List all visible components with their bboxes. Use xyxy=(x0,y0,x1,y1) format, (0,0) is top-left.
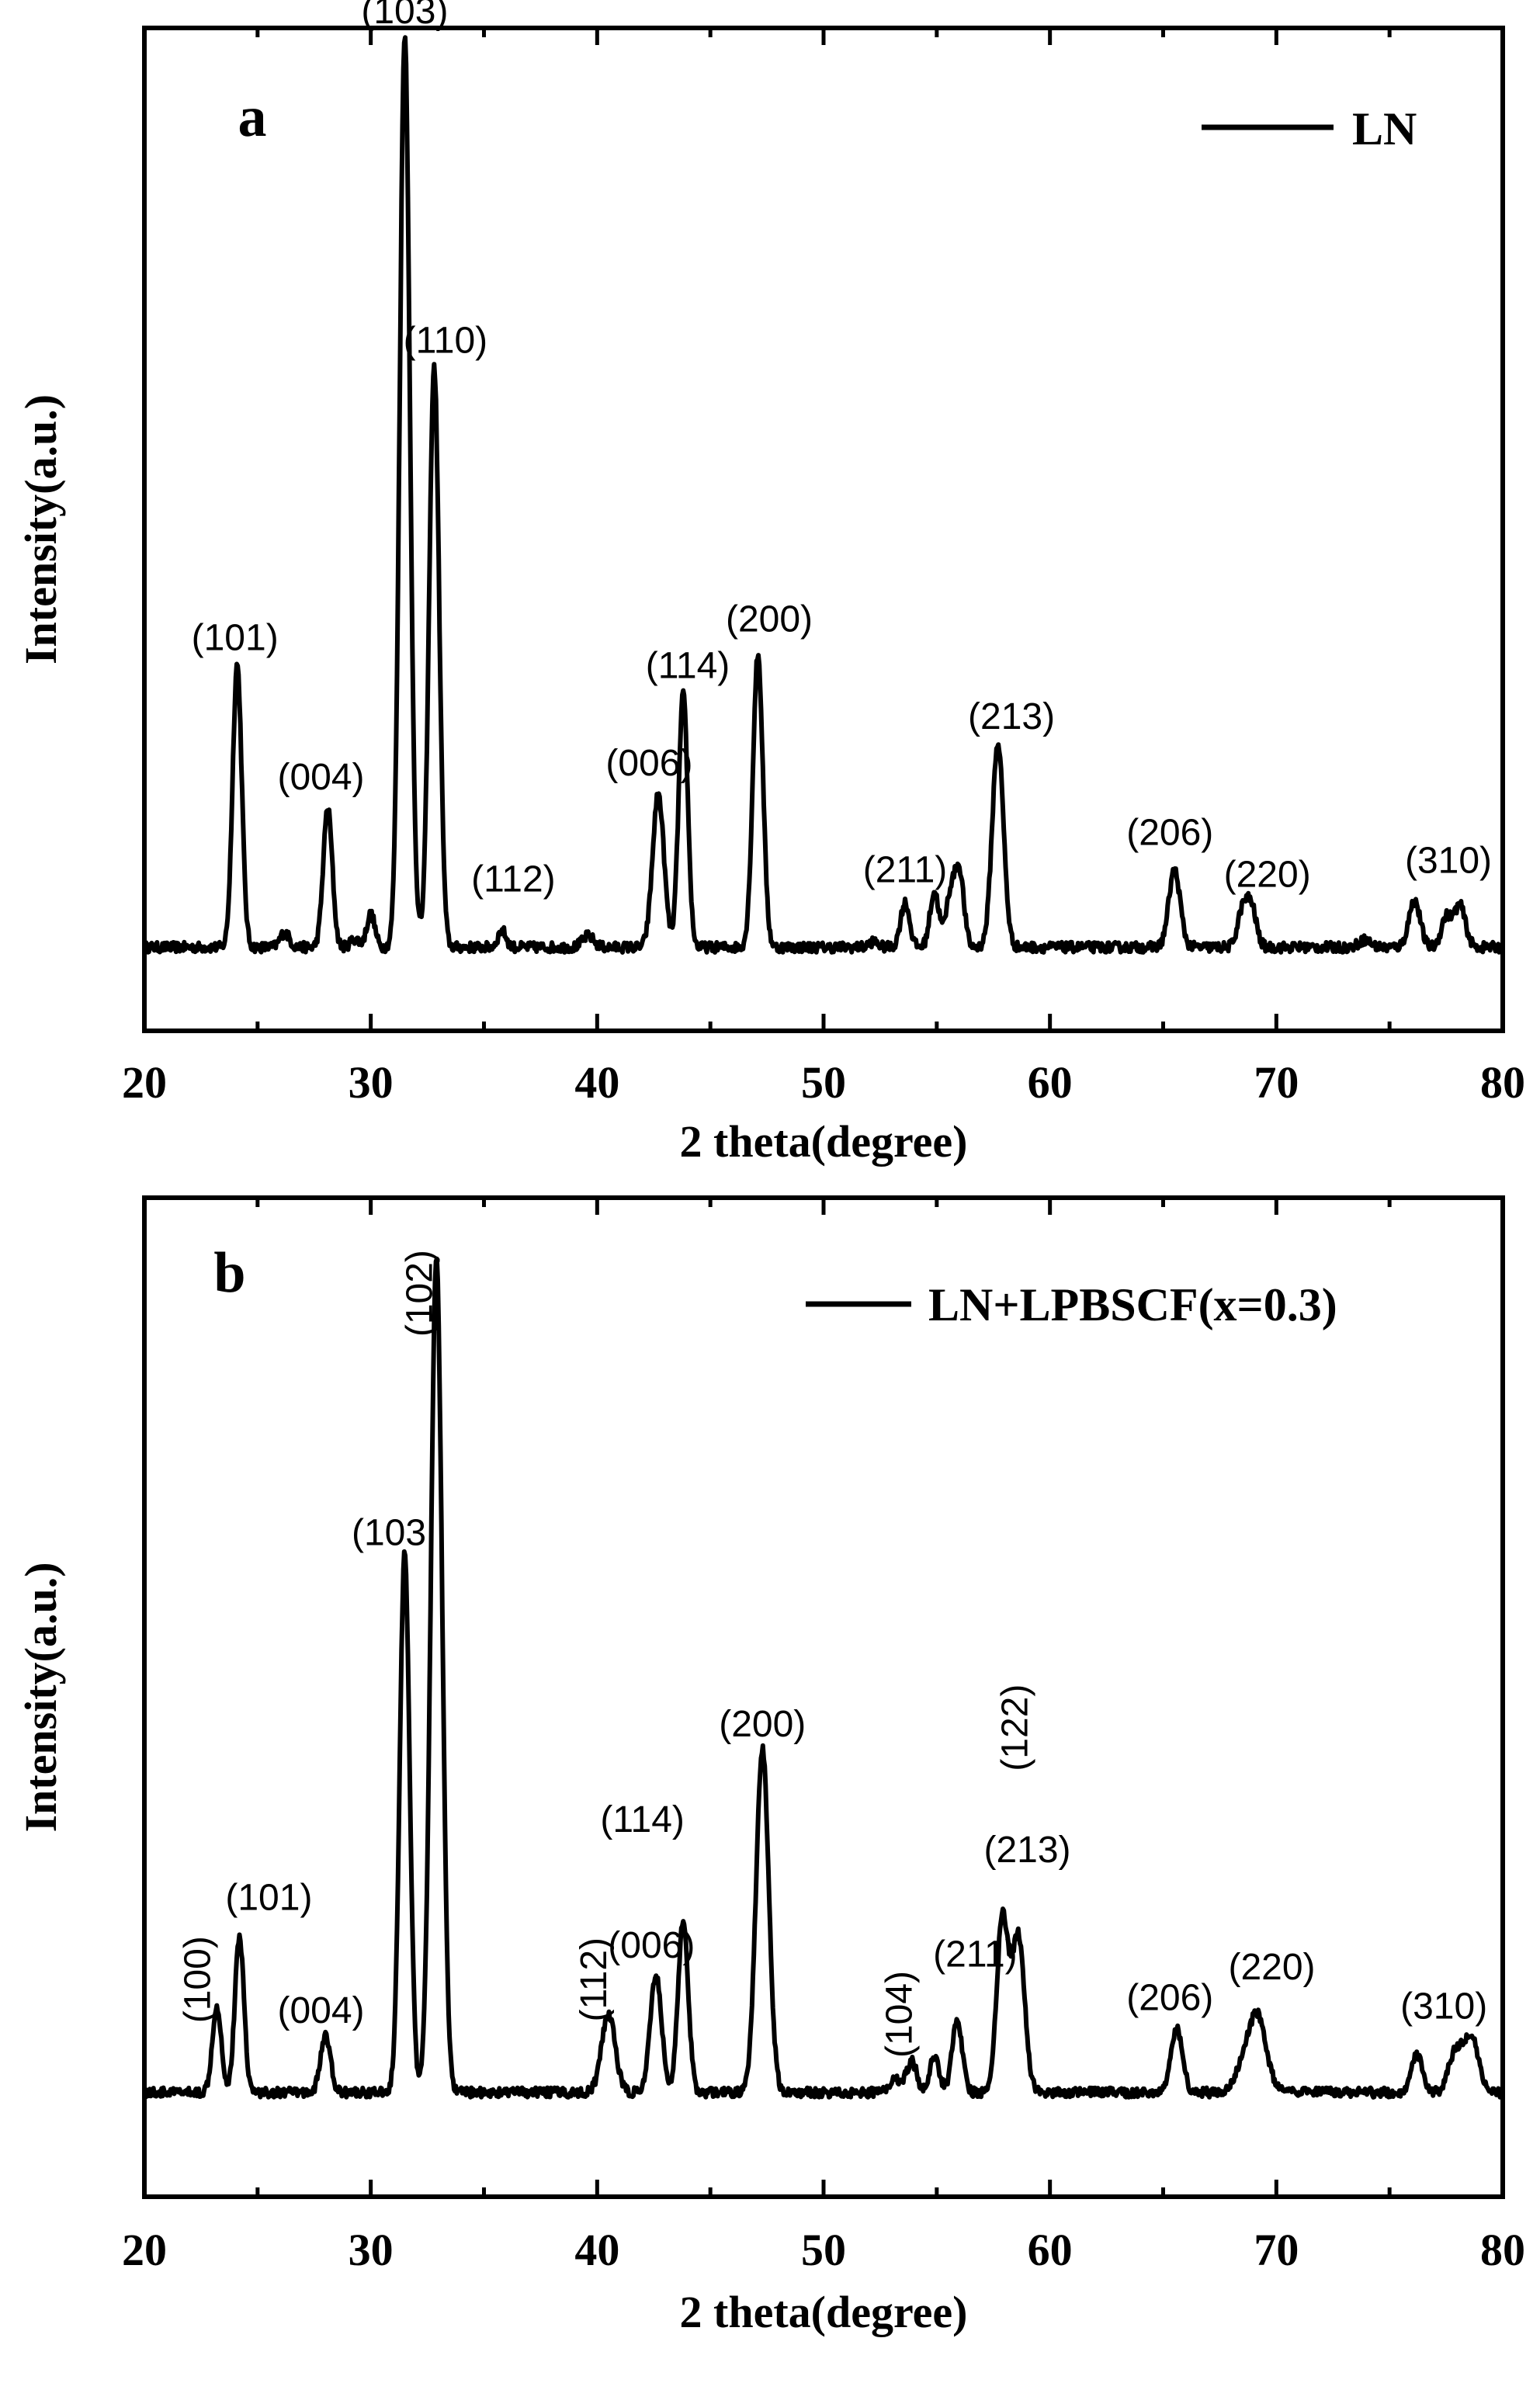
peak-label: (102) xyxy=(399,1250,440,1337)
x-tick-label: 30 xyxy=(349,2225,394,2275)
x-tick-label: 50 xyxy=(801,1057,846,1108)
peak-label: (112) xyxy=(574,1937,615,2022)
peak-label: (103 xyxy=(352,1513,426,1554)
legend-entry: LN xyxy=(1352,103,1417,154)
x-tick-label: 20 xyxy=(122,1057,167,1108)
xrd-trace xyxy=(142,1256,1505,2100)
peak-label: (220) xyxy=(1228,1947,1315,1988)
peak-label: (310) xyxy=(1405,841,1492,882)
x-tick-label: 20 xyxy=(122,2225,167,2275)
peak-label: (114) xyxy=(646,645,730,686)
peak-label: (213) xyxy=(968,696,1055,737)
xrd-trace xyxy=(142,35,1505,955)
y-axis-title: Intensity(a.u.) xyxy=(16,1562,66,1832)
x-tick-label: 80 xyxy=(1480,1057,1525,1108)
panel-b: 20 30 40 50 60 70 80 2 theta(degree) Intensity(a… xyxy=(16,1195,1525,2337)
x-tick-label: 80 xyxy=(1480,2225,1525,2275)
peak-label: (103) xyxy=(361,0,448,32)
peak-label: (200) xyxy=(719,1704,806,1745)
peak-label: (110) xyxy=(404,321,488,362)
x-tick-label: 70 xyxy=(1254,1057,1299,1108)
peak-label: (006) xyxy=(605,743,692,784)
peak-label: (101) xyxy=(225,1878,312,1919)
x-tick-label: 30 xyxy=(349,1057,394,1108)
peak-label: (206) xyxy=(1126,1977,1213,2018)
x-tick-label: 70 xyxy=(1254,2225,1299,2275)
peak-label: (104) xyxy=(879,1971,921,2058)
peak-label: (310) xyxy=(1400,1986,1487,2028)
x-tick-label: 40 xyxy=(574,2225,619,2275)
x-axis-title: 2 theta(degree) xyxy=(680,2287,968,2337)
legend-entry: LN+LPBSCF(x=0.3) xyxy=(928,1279,1337,1330)
peak-label: (211) xyxy=(863,850,948,891)
x-tick-label: 60 xyxy=(1028,2225,1073,2275)
peak-label: (206) xyxy=(1126,813,1213,854)
peak-label: (112) xyxy=(471,859,556,900)
panel-label: a xyxy=(238,85,267,149)
x-tick-label: 50 xyxy=(801,2225,846,2275)
x-tick-label: 60 xyxy=(1028,1057,1073,1108)
peak-label: (213) xyxy=(983,1830,1070,1871)
peak-label: (211) xyxy=(933,1934,1018,1975)
x-tick-label: 40 xyxy=(574,1057,619,1108)
peak-label: (100) xyxy=(178,1936,219,2023)
y-axis-title: Intensity(a.u.) xyxy=(16,394,66,664)
panel-label: b xyxy=(213,1241,245,1305)
peak-label: (101) xyxy=(192,618,279,659)
peak-label: (006) xyxy=(608,1925,695,1966)
peak-label: (220) xyxy=(1224,855,1311,896)
peak-label: (004) xyxy=(277,757,364,798)
peak-label: (200) xyxy=(726,599,813,640)
peak-label: (114) xyxy=(600,1799,685,1840)
peak-label: (122) xyxy=(995,1684,1036,1771)
panel-a: 20 30 40 50 60 70 80 2 theta(degree) Intensity(a… xyxy=(16,0,1525,1167)
x-axis-title: 2 theta(degree) xyxy=(680,1116,968,1167)
peak-label: (004) xyxy=(277,1990,364,2031)
